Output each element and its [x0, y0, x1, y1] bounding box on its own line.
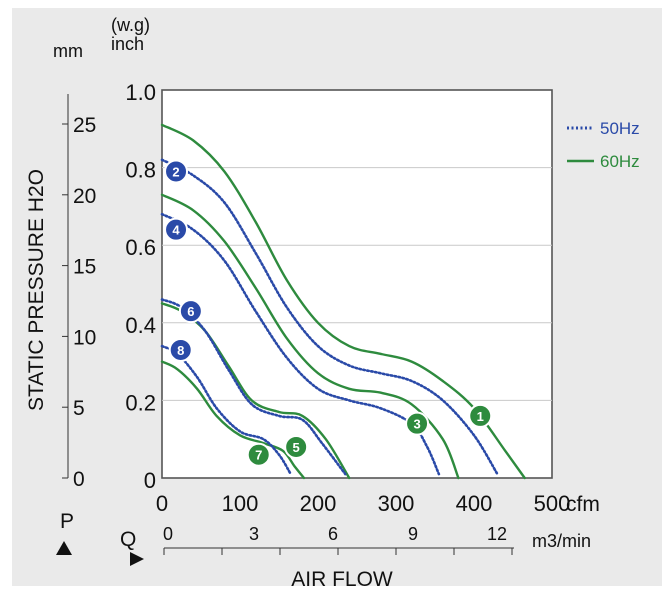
curve-badge-1 [468, 403, 493, 428]
curve-badge-label: 5 [293, 440, 300, 455]
y-tick-inch: 0.8 [125, 158, 156, 183]
legend-label: 50Hz [600, 119, 640, 138]
y-tick-inch: 0.6 [125, 235, 156, 260]
curve-badge-5 [284, 434, 309, 459]
x-tick-m3min: 0 [163, 524, 173, 544]
curve-badge-4 [164, 217, 189, 242]
curve-badge-label: 4 [172, 223, 180, 238]
curve-badge-8 [168, 337, 193, 362]
up-arrow-icon [56, 541, 72, 555]
series-line-7 [160, 360, 306, 480]
y-tick-mm: 20 [73, 185, 96, 208]
curve-badge-7 [246, 442, 271, 467]
y-tick-inch: 0.2 [125, 390, 156, 415]
p-marker-label: P [60, 510, 74, 533]
x-tick-cfm: 400 [456, 491, 493, 516]
series-line-2 [160, 158, 499, 476]
curve-badge-label: 7 [255, 448, 262, 463]
x-axis-title: AIR FLOW [291, 568, 393, 591]
x-tick-cfm: 300 [378, 491, 415, 516]
y-tick-inch: 1.0 [125, 80, 156, 105]
y-tick-inch: 0.4 [125, 313, 156, 338]
cfm-unit-label: cfm [566, 493, 600, 516]
y-tick-mm: 0 [73, 468, 85, 491]
curve-badge-label: 1 [477, 409, 484, 424]
x-tick-cfm: 100 [222, 491, 259, 516]
right-arrow-icon [130, 552, 144, 566]
q-marker-label: Q [120, 528, 136, 551]
wg-unit-label: (w.g) [111, 15, 150, 35]
y-tick-mm: 5 [73, 397, 85, 420]
curve-badge-3 [405, 411, 430, 436]
inch-unit-label: inch [111, 34, 144, 54]
legend-label: 60Hz [600, 152, 640, 171]
m3min-unit-label: m3/min [532, 531, 591, 551]
x-tick-cfm: 0 [156, 491, 168, 516]
y-axis-title: STATIC PRESSURE H2O [25, 169, 48, 411]
curve-badge-label: 8 [177, 343, 184, 358]
x-tick-m3min: 12 [487, 524, 507, 544]
y-tick-inch: 0 [144, 468, 156, 493]
x-tick-cfm: 500 [534, 491, 571, 516]
x-tick-m3min: 6 [328, 524, 338, 544]
curve-badge-6 [178, 299, 203, 324]
x-tick-cfm: 200 [300, 491, 337, 516]
curve-badge-label: 6 [187, 304, 194, 319]
y-tick-mm: 10 [73, 326, 96, 349]
y-tick-mm: 15 [73, 256, 96, 279]
curve-badge-label: 3 [413, 417, 420, 432]
x-tick-m3min: 9 [408, 524, 418, 544]
x-tick-m3min: 3 [249, 524, 259, 544]
mm-unit-label: mm [53, 41, 83, 61]
curve-badge-2 [164, 159, 189, 184]
curve-badge-label: 2 [172, 164, 179, 179]
y-tick-mm: 25 [73, 114, 96, 137]
